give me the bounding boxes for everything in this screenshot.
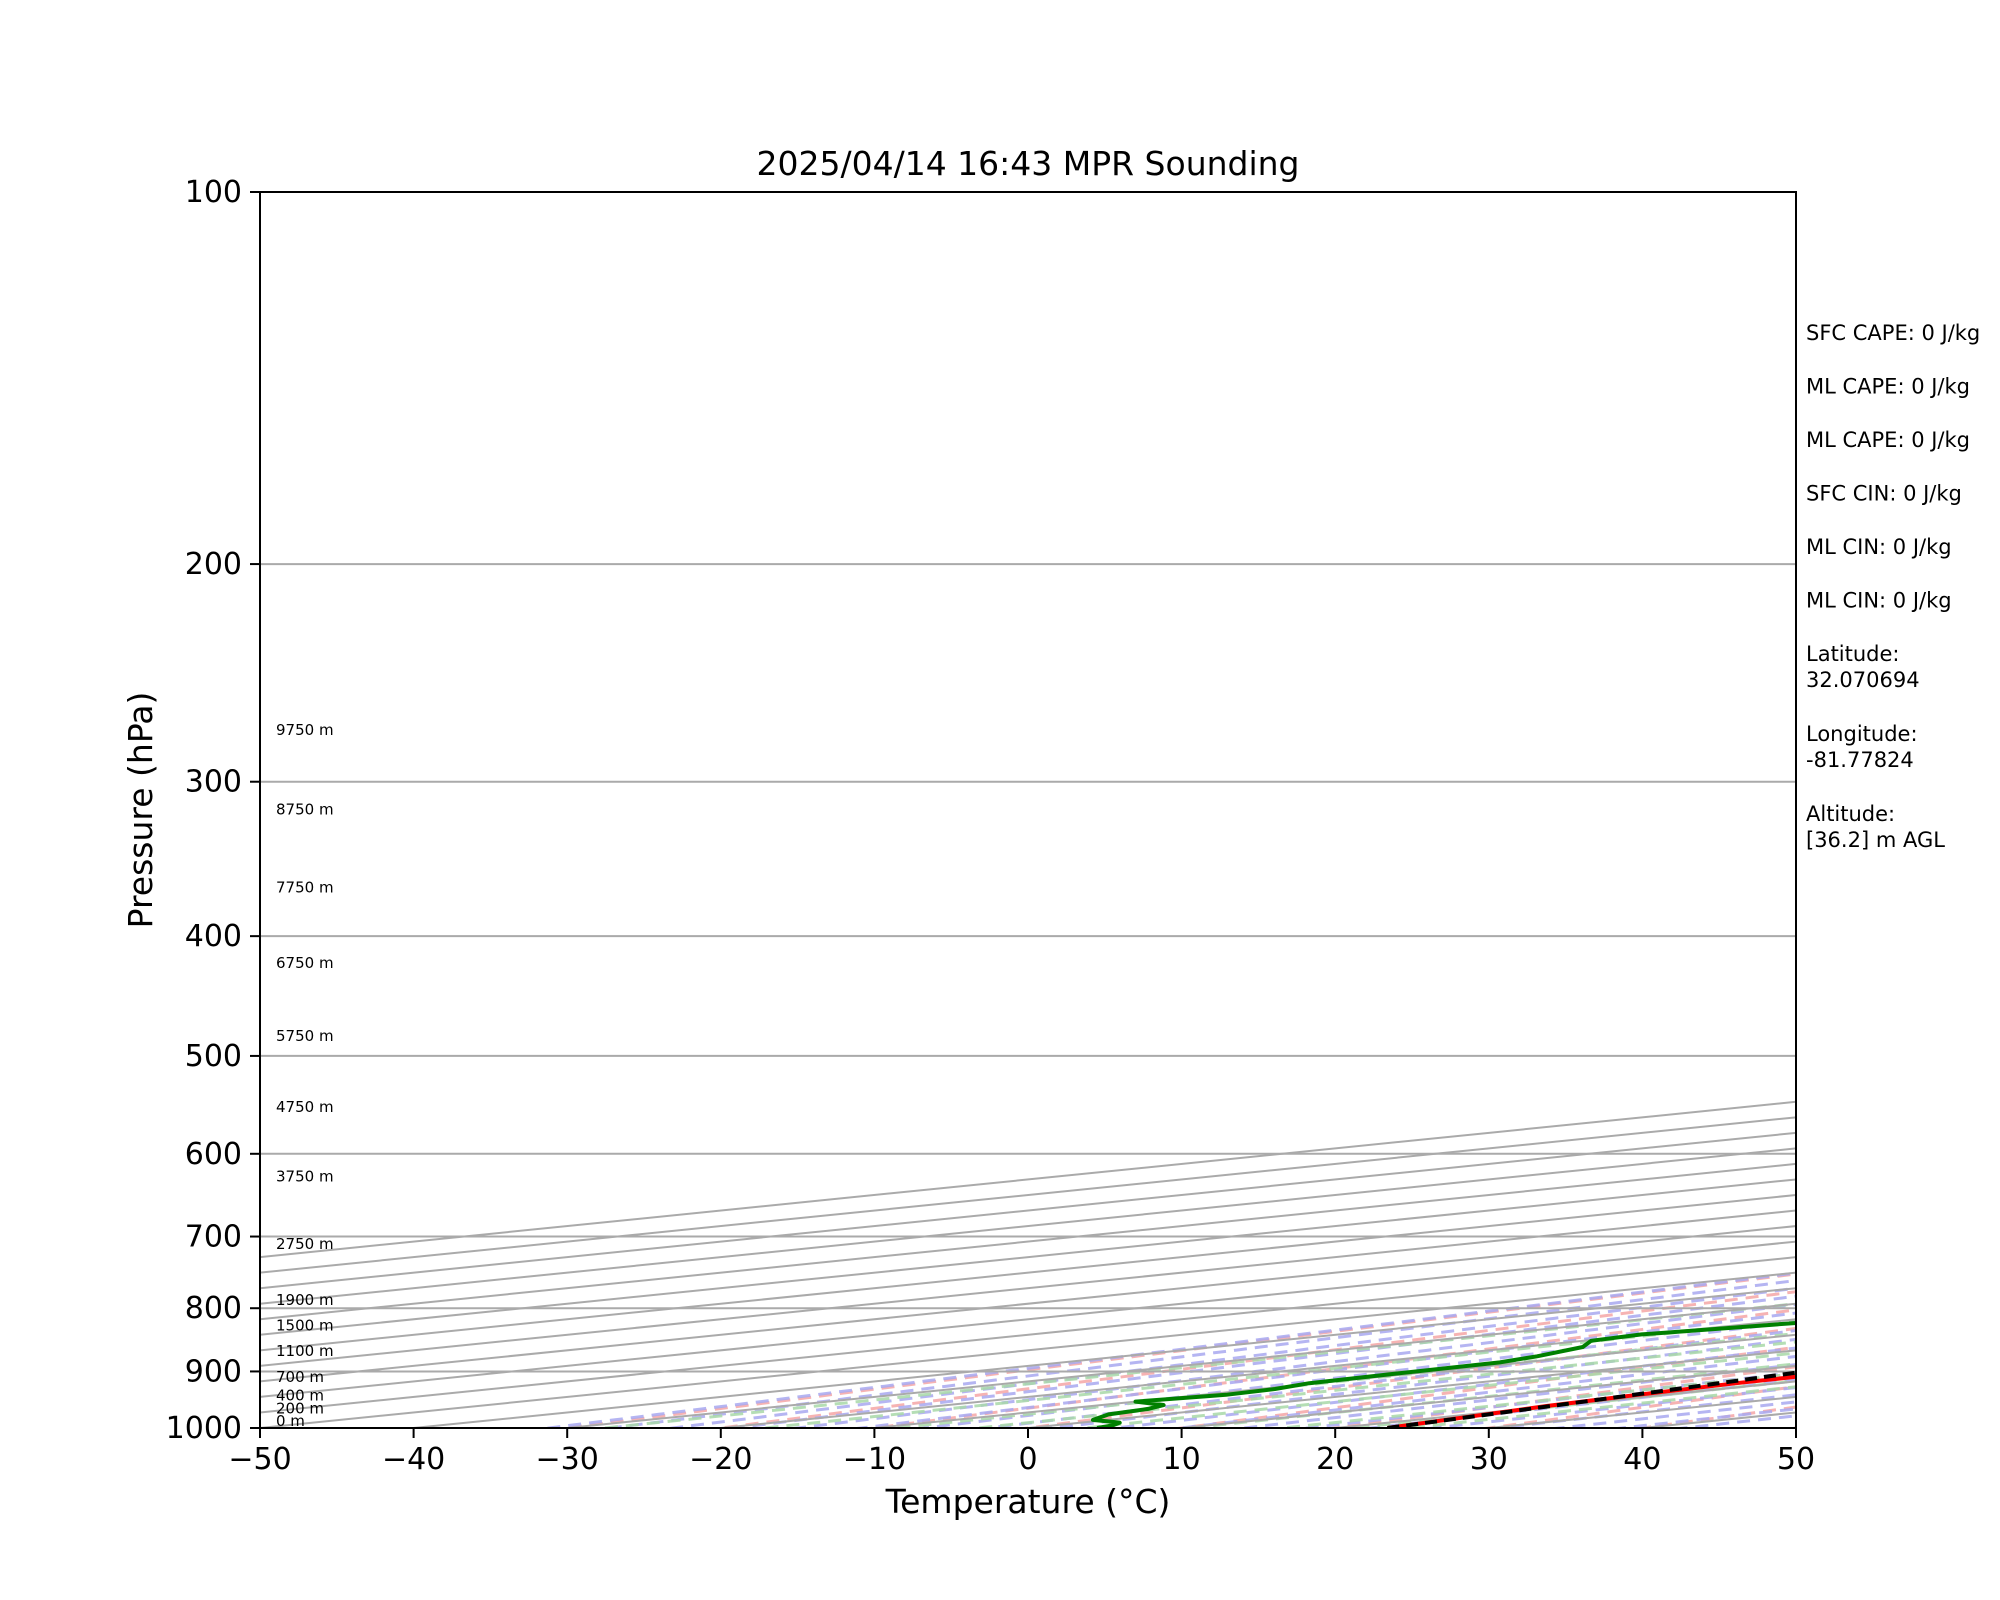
- moist-adiabat: [975, 1329, 1796, 1428]
- side-panel-text: SFC CAPE: 0 J/kg: [1806, 321, 1980, 345]
- isotherm: [260, 1116, 1796, 1274]
- side-panel-text: ML CIN: 0 J/kg: [1806, 535, 1952, 559]
- x-tick-label: 0: [1018, 1442, 1037, 1477]
- dewpoint-line: [1090, 1320, 1796, 1428]
- mixing-ratio-line: [1070, 1351, 1796, 1428]
- y-tick-label: 900: [185, 1354, 242, 1389]
- moist-adiabat: [785, 1303, 1796, 1428]
- side-panel-text: ML CIN: 0 J/kg: [1806, 589, 1952, 613]
- x-tick-label: 30: [1470, 1442, 1508, 1477]
- mixing-ratio-line: [881, 1332, 1796, 1428]
- x-axis-label: Temperature (°C): [885, 1482, 1171, 1521]
- isotherm: [260, 1100, 1796, 1259]
- height-label: 1100 m: [276, 1342, 334, 1360]
- side-panel-text: -81.77824: [1806, 748, 1914, 772]
- height-label: 3750 m: [276, 1167, 334, 1185]
- y-tick-label: 100: [185, 175, 242, 210]
- side-panel-text: [36.2] m AGL: [1806, 828, 1945, 852]
- height-label: 6750 m: [276, 954, 334, 972]
- height-label: 2750 m: [276, 1235, 334, 1253]
- y-tick-label: 300: [185, 765, 242, 800]
- dry-adiabat: [862, 1308, 1796, 1428]
- x-tick-label: −40: [382, 1442, 445, 1477]
- y-tick-label: 800: [185, 1291, 242, 1326]
- height-label: 9750 m: [276, 721, 334, 739]
- pressure-gridlines: [260, 191, 1796, 1429]
- height-label: 700 m: [276, 1368, 324, 1386]
- isotherm: [260, 1209, 1796, 1367]
- series-layer: [1090, 1320, 1796, 1428]
- dry-adiabat: [708, 1290, 1796, 1428]
- x-tick-label: 40: [1623, 1442, 1661, 1477]
- side-panel: SFC CAPE: 0 J/kg ML CAPE: 0 J/kg ML CAPE: …: [1806, 321, 1980, 852]
- isotherm: [260, 1178, 1796, 1336]
- isotherm: [260, 1147, 1796, 1305]
- x-tick-label: 10: [1163, 1442, 1201, 1477]
- x-tick-label: −30: [536, 1442, 599, 1477]
- height-label: 200 m: [276, 1400, 324, 1418]
- dry-adiabat: [555, 1272, 1796, 1428]
- isotherm: [413, 1287, 1796, 1428]
- side-panel-text: ML CAPE: 0 J/kg: [1806, 428, 1970, 452]
- side-panel-text: 32.070694: [1806, 668, 1920, 692]
- x-tick-label: −20: [689, 1442, 752, 1477]
- height-label: 4750 m: [276, 1098, 334, 1116]
- y-tick-label: 400: [185, 919, 242, 954]
- moist-adiabat: [660, 1286, 1796, 1428]
- side-panel-text: ML CAPE: 0 J/kg: [1806, 375, 1970, 399]
- height-label: 8750 m: [276, 800, 334, 818]
- height-label: 1900 m: [276, 1291, 334, 1309]
- isotherm: [260, 1271, 1796, 1428]
- y-tick-label: 700: [185, 1220, 242, 1255]
- y-tick-label: 500: [185, 1039, 242, 1074]
- side-panel-text: Longitude:: [1806, 722, 1918, 746]
- height-label: 5750 m: [276, 1027, 334, 1045]
- x-tick-label: 20: [1316, 1442, 1354, 1477]
- chart-title: 2025/04/14 16:43 MPR Sounding: [756, 144, 1299, 183]
- y-tick-label: 1000: [166, 1411, 242, 1446]
- x-tick-label: 50: [1777, 1442, 1815, 1477]
- side-panel-text: Altitude:: [1806, 802, 1895, 826]
- side-panel-text: Latitude:: [1806, 642, 1900, 666]
- isotherm: [260, 1256, 1796, 1414]
- background-lines: [260, 1100, 1796, 1428]
- x-tick-label: −10: [843, 1442, 906, 1477]
- moist-adiabat: [536, 1271, 1796, 1428]
- isotherm: [260, 1193, 1796, 1352]
- y-axis-label: Pressure (hPa): [121, 692, 160, 929]
- side-panel-text: SFC CIN: 0 J/kg: [1806, 482, 1962, 506]
- x-tick-label: −50: [228, 1442, 291, 1477]
- plot-frame: [259, 191, 1797, 1429]
- y-tick-label: 200: [185, 547, 242, 582]
- height-label: 7750 m: [276, 878, 334, 896]
- height-label: 1500 m: [276, 1316, 334, 1334]
- height-label: 400 m: [276, 1387, 324, 1405]
- mixing-ratio-line: [1175, 1362, 1796, 1428]
- height-label: 0 m: [276, 1412, 305, 1430]
- isotherm: [260, 1162, 1796, 1321]
- y-tick-label: 600: [185, 1137, 242, 1172]
- x-axis: −50 −40 −30 −20 −10 0 10 20 30 40 50: [228, 1428, 1815, 1477]
- y-axis: 100 200 300 400 500 600 700 800 900 1000: [166, 175, 260, 1446]
- moist-adiabat: [1167, 1354, 1796, 1428]
- isotherm: [260, 1131, 1796, 1290]
